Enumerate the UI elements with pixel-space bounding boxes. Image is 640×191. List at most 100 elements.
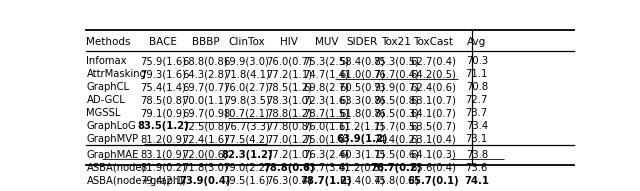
Text: 76.7(0.4): 76.7(0.4) (374, 69, 419, 79)
Text: 63.5(0.7): 63.5(0.7) (410, 121, 456, 131)
Text: Tox21: Tox21 (381, 37, 412, 47)
Text: 76.0(1.1): 76.0(1.1) (303, 121, 349, 131)
Text: 81.2(0.9): 81.2(0.9) (140, 134, 186, 144)
Text: 70.3: 70.3 (466, 56, 488, 66)
Text: 75.3(0.5): 75.3(0.5) (374, 56, 419, 66)
Text: 74.1: 74.1 (464, 176, 490, 186)
Text: 65.6(0.4): 65.6(0.4) (410, 163, 456, 173)
Text: 70.0(1.1): 70.0(1.1) (182, 95, 228, 105)
Text: ASBA(node): ASBA(node) (86, 163, 146, 173)
Text: GraphLoG: GraphLoG (86, 121, 136, 131)
Text: 73.4: 73.4 (466, 121, 488, 131)
Text: 76.3(0.4): 76.3(0.4) (266, 176, 312, 186)
Text: 70.8: 70.8 (466, 82, 488, 92)
Text: 73.1: 73.1 (466, 134, 488, 144)
Text: SIDER: SIDER (346, 37, 378, 47)
Text: 81.9(0.2): 81.9(0.2) (140, 163, 186, 173)
Text: 75.0(1.0): 75.0(1.0) (303, 134, 349, 144)
Text: 65.7(0.1): 65.7(0.1) (407, 176, 459, 186)
Text: ASBA(node+graph): ASBA(node+graph) (86, 176, 184, 186)
Text: 72.7: 72.7 (466, 95, 488, 105)
Text: 73.8: 73.8 (466, 150, 488, 160)
Text: 77.2(1.0): 77.2(1.0) (266, 150, 312, 160)
Text: 62.7(0.4): 62.7(0.4) (410, 56, 456, 66)
Text: 72.0(0.6): 72.0(0.6) (182, 150, 228, 160)
Text: 76.5(0.3): 76.5(0.3) (374, 108, 419, 118)
Text: AttrMasking: AttrMasking (86, 69, 147, 79)
Text: 78.5(0.8): 78.5(0.8) (140, 95, 186, 105)
Text: 77.2(1.1): 77.2(1.1) (266, 69, 312, 79)
Text: 83.5(1.2): 83.5(1.2) (138, 121, 189, 131)
Text: BACE: BACE (149, 37, 177, 47)
Text: 75.7(0.5): 75.7(0.5) (374, 121, 419, 131)
Text: GraphMVP: GraphMVP (86, 134, 139, 144)
Text: Infomax: Infomax (86, 56, 127, 66)
Text: 83.1(0.9): 83.1(0.9) (140, 150, 186, 160)
Text: 71.1: 71.1 (466, 69, 488, 79)
Text: 75.5(0.6): 75.5(0.6) (374, 150, 419, 160)
Text: 63.1(0.4): 63.1(0.4) (410, 134, 456, 144)
Text: 79.0(2.2): 79.0(2.2) (223, 163, 269, 173)
Text: 79.8(3.5): 79.8(3.5) (224, 95, 269, 105)
Text: 61.0(0.7): 61.0(0.7) (339, 69, 385, 79)
Text: 73.9(0.4): 73.9(0.4) (180, 176, 231, 186)
Text: 58.4(0.8): 58.4(0.8) (339, 56, 385, 66)
Text: 75.3(2.5): 75.3(2.5) (303, 56, 349, 66)
Text: 77.0(1.2): 77.0(1.2) (266, 134, 312, 144)
Text: 80.7(2.1): 80.7(2.1) (224, 108, 269, 118)
Text: 73.6: 73.6 (466, 163, 488, 173)
Text: 60.5(0.9): 60.5(0.9) (339, 82, 385, 92)
Text: 60.3(1.1): 60.3(1.1) (339, 150, 385, 160)
Text: 68.8(0.8): 68.8(0.8) (182, 56, 228, 66)
Text: 74.7(1.4): 74.7(1.4) (303, 69, 349, 79)
Text: MUV: MUV (315, 37, 339, 47)
Text: 69.7(0.7): 69.7(0.7) (182, 82, 228, 92)
Text: 61.8(0.8): 61.8(0.8) (339, 108, 385, 118)
Text: 76.7(0.2): 76.7(0.2) (371, 163, 422, 173)
Text: 73.7: 73.7 (466, 108, 488, 118)
Text: 69.8(2.7): 69.8(2.7) (303, 82, 349, 92)
Text: BBBP: BBBP (191, 37, 220, 47)
Text: 77.5(4.2): 77.5(4.2) (223, 134, 269, 144)
Text: 82.3(1.2): 82.3(1.2) (221, 150, 273, 160)
Text: 71.8(4.1): 71.8(4.1) (224, 69, 269, 79)
Text: 64.3(2.8): 64.3(2.8) (182, 69, 228, 79)
Text: 76.7(3.3): 76.7(3.3) (224, 121, 269, 131)
Text: 78.5(1.2): 78.5(1.2) (266, 82, 312, 92)
Text: 79.1(0.9): 79.1(0.9) (140, 108, 186, 118)
Text: GraphMAE: GraphMAE (86, 150, 139, 160)
Text: 63.9(1.2): 63.9(1.2) (336, 134, 387, 144)
Text: 75.4(1.4): 75.4(1.4) (140, 82, 186, 92)
Text: ToxCast: ToxCast (413, 37, 453, 47)
Text: Avg: Avg (467, 37, 486, 47)
Text: 72.3(1.6): 72.3(1.6) (303, 95, 349, 105)
Text: Methods: Methods (86, 37, 131, 47)
Text: 73.9(0.7): 73.9(0.7) (374, 82, 419, 92)
Text: 63.4(0.4): 63.4(0.4) (339, 176, 385, 186)
Text: 76.0(0.7): 76.0(0.7) (266, 56, 312, 66)
Text: 71.8(3.0): 71.8(3.0) (182, 163, 228, 173)
Text: 78.7(1.2): 78.7(1.2) (301, 176, 352, 186)
Text: 74.4(0.2): 74.4(0.2) (374, 134, 419, 144)
Text: 76.5(0.8): 76.5(0.8) (374, 95, 419, 105)
Text: 63.1(0.7): 63.1(0.7) (410, 95, 456, 105)
Text: 79.3(1.6): 79.3(1.6) (140, 69, 186, 79)
Text: AD-GCL: AD-GCL (86, 95, 125, 105)
Text: 76.3(2.4): 76.3(2.4) (303, 150, 349, 160)
Text: 61.2(1.1): 61.2(1.1) (339, 121, 385, 131)
Text: 61.2(0.5): 61.2(0.5) (339, 163, 385, 173)
Text: 72.4(1.6): 72.4(1.6) (182, 134, 228, 144)
Text: 64.1(0.3): 64.1(0.3) (410, 150, 456, 160)
Text: 78.7(1.5): 78.7(1.5) (303, 108, 349, 118)
Text: 73.7(3.4): 73.7(3.4) (303, 163, 349, 173)
Text: 77.8(0.8): 77.8(0.8) (266, 121, 312, 131)
Text: ClinTox: ClinTox (228, 37, 265, 47)
Text: 75.9(1.6): 75.9(1.6) (140, 56, 186, 66)
Text: 69.7(0.9): 69.7(0.9) (182, 108, 228, 118)
Text: 62.4(0.6): 62.4(0.6) (410, 82, 456, 92)
Text: 72.5(0.8): 72.5(0.8) (182, 121, 228, 131)
Text: 78.8(0.6): 78.8(0.6) (264, 163, 315, 173)
Text: 79.5(1.6): 79.5(1.6) (223, 176, 269, 186)
Text: 78.8(1.2): 78.8(1.2) (266, 108, 312, 118)
Text: 63.3(0.8): 63.3(0.8) (339, 95, 385, 105)
